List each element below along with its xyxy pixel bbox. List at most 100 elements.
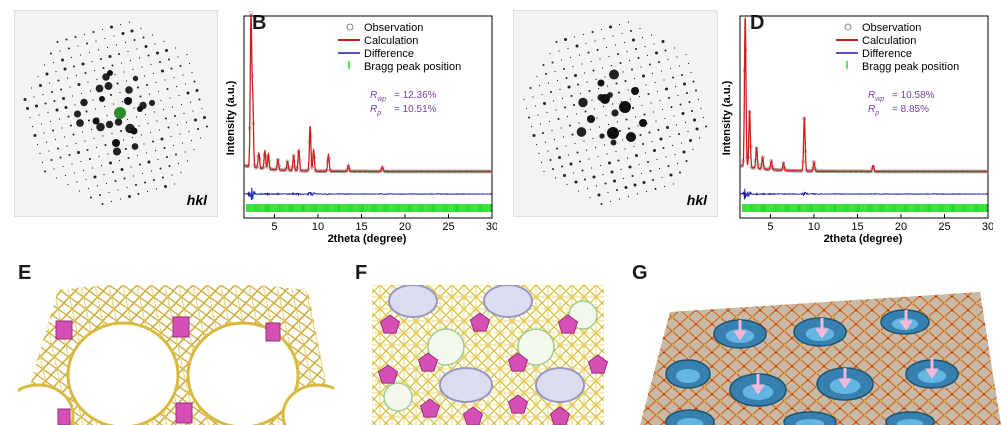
diffraction-spot	[705, 125, 707, 128]
diffraction-spot	[43, 132, 45, 134]
diffraction-spot	[39, 152, 41, 155]
diffraction-spot	[121, 100, 124, 103]
diffraction-spot	[155, 188, 158, 190]
diffraction-spot	[550, 91, 552, 93]
diffraction-spot	[645, 84, 647, 86]
diffraction-spot	[695, 89, 697, 92]
diffraction-spot	[687, 62, 690, 65]
diffraction-spot	[73, 110, 82, 118]
diffraction-spot	[597, 193, 601, 197]
diffraction-spot	[119, 91, 121, 94]
diffraction-spot	[552, 168, 554, 170]
legend-observation-label: Observation	[862, 22, 921, 34]
diffraction-spot	[548, 120, 551, 123]
diffraction-spot	[559, 88, 561, 91]
diffraction-spot	[672, 183, 675, 185]
calculation-line	[740, 17, 988, 173]
diffraction-spot	[156, 120, 158, 122]
diffraction-spot	[33, 134, 37, 137]
diffraction-spot	[595, 185, 598, 187]
diffraction-spot	[110, 25, 113, 29]
diffraction-spot	[596, 117, 598, 119]
diffraction-spot	[97, 49, 100, 51]
diffraction-spot	[93, 69, 96, 72]
diffraction-spot	[96, 122, 105, 132]
diffraction-spot	[52, 61, 55, 64]
diffraction-spot	[156, 51, 159, 55]
diffraction-spot	[628, 165, 632, 169]
diffraction-spot	[108, 55, 112, 58]
diffraction-spot	[143, 143, 145, 145]
diffraction-spot	[155, 81, 157, 84]
diffraction-spot	[164, 185, 167, 188]
rp-sub-d: p	[874, 110, 879, 117]
diffraction-spot	[157, 158, 159, 161]
diffraction-spot	[154, 149, 157, 152]
diffraction-spot	[137, 193, 140, 195]
diffraction-spot	[91, 167, 94, 169]
diffraction-spot	[606, 85, 609, 87]
x-tick-label: 25	[938, 221, 950, 233]
diffraction-spot	[99, 96, 105, 102]
diffraction-spot	[109, 161, 112, 165]
diffraction-spot	[120, 130, 122, 132]
diffraction-spot	[56, 41, 59, 43]
diffraction-spot	[566, 183, 568, 186]
diffraction-spot	[618, 198, 621, 200]
diffraction-spot	[62, 97, 65, 100]
diffraction-spot	[685, 53, 687, 56]
diffraction-spot	[84, 72, 87, 74]
diffraction-spot	[529, 87, 532, 89]
diffraction-spot	[53, 100, 56, 102]
diffraction-spot	[162, 176, 164, 179]
diffraction-spot	[617, 159, 620, 162]
diffraction-spot	[569, 162, 573, 166]
diffraction-spot	[657, 129, 660, 131]
diffraction-spot	[185, 121, 188, 124]
diffraction-spot	[95, 84, 104, 93]
diffraction-spot	[626, 50, 628, 53]
diffraction-spot	[689, 139, 692, 142]
diffraction-spot	[654, 81, 656, 84]
x-tick-label: 20	[895, 221, 907, 233]
diffraction-spot	[104, 37, 106, 40]
diffraction-spot	[76, 181, 78, 183]
diffraction-spot	[624, 148, 626, 150]
diffraction-spot	[673, 47, 676, 49]
diffraction-spot	[30, 87, 33, 89]
diffraction-spot	[641, 36, 644, 39]
diffraction-spot	[92, 31, 95, 33]
diffraction-spot	[562, 136, 565, 138]
diffraction-spot	[574, 180, 578, 184]
diffraction-spot	[697, 98, 700, 101]
diffraction-spot	[85, 178, 87, 181]
pore-arrow-head	[899, 320, 913, 331]
diffraction-spot	[653, 43, 655, 45]
diffraction-spot	[567, 85, 571, 89]
diffraction-spot	[124, 41, 127, 44]
x-tick-label: 10	[312, 221, 324, 233]
diffraction-spot	[599, 58, 601, 60]
diffraction-spot	[579, 160, 581, 163]
rp-label-b: R	[370, 104, 377, 115]
diffraction-spot	[201, 107, 203, 110]
diffraction-spot	[181, 142, 184, 144]
svg-text:Rwp: Rwp	[370, 90, 386, 103]
framework-pores-e	[18, 321, 334, 425]
diffraction-spot	[153, 179, 155, 181]
pxrd-refinement-chart-d: Observation Calculation Difference Bragg…	[721, 15, 993, 245]
diffraction-spot	[50, 159, 53, 161]
diffraction-spot	[146, 190, 149, 193]
diffraction-spot	[171, 106, 174, 108]
diffraction-spot	[565, 77, 568, 79]
diffraction-spot	[96, 185, 99, 187]
diffraction-spot	[602, 105, 605, 108]
diffraction-spot	[115, 44, 118, 46]
diffraction-spot	[64, 174, 67, 177]
framework-rings-e	[55, 316, 281, 425]
diffraction-spot	[586, 187, 589, 190]
diffraction-spot	[564, 106, 566, 109]
diffraction-spot	[87, 81, 89, 83]
diffraction-spot	[174, 47, 177, 49]
diffraction-spot	[563, 68, 565, 70]
